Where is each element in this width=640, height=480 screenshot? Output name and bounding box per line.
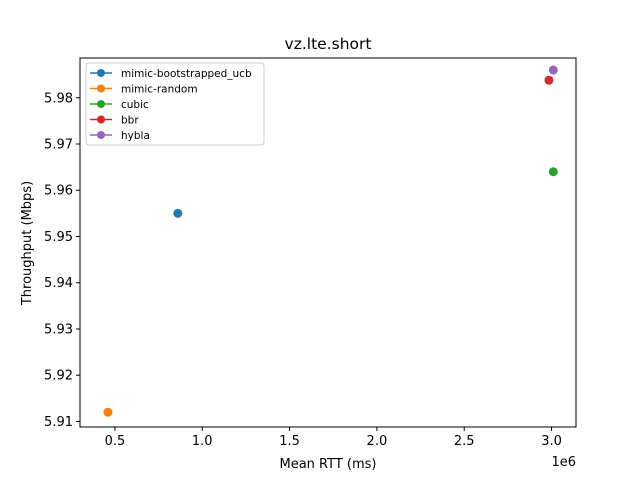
legend-label-bbr: bbr [121,114,139,126]
x-axis-ticks: 0.5 1.0 1.5 2.0 2.5 3.0 [105,427,562,449]
point-hybla [548,65,558,75]
legend-label-hybla: hybla [121,130,150,142]
x-tick-label: 1.0 [192,434,213,449]
x-tick-label: 2.0 [367,434,388,449]
data-points [103,65,558,417]
y-tick-label: 5.95 [44,230,73,245]
y-tick-label: 5.92 [44,369,73,384]
legend: mimic-bootstrapped_ucb mimic-random cubic b… [85,62,265,146]
x-tick-label: 1.5 [279,434,300,449]
legend-label-mimic-bootstrapped_ucb: mimic-bootstrapped_ucb [121,68,252,80]
legend-label-cubic: cubic [121,99,149,111]
y-tick-label: 5.97 [44,138,73,153]
legend-marker-mimic-bootstrapped_ucb [97,69,105,77]
y-tick-label: 5.94 [44,276,73,291]
y-tick-label: 5.91 [44,415,73,430]
legend-box [85,62,265,146]
legend-marker-hybla [97,131,105,139]
y-axis-ticks: 5.91 5.92 5.93 5.94 5.95 5.96 5.97 5.98 [44,91,80,430]
y-axis-label: Throughput (Mbps) [20,181,35,306]
x-tick-label: 3.0 [541,434,562,449]
x-axis-offset-label: 1e6 [551,455,576,470]
x-tick-label: 0.5 [105,434,126,449]
point-cubic [548,167,558,177]
legend-label-mimic-random: mimic-random [121,83,198,95]
plot-area-frame [79,57,577,428]
chart-title: vz.lte.short [285,35,372,53]
x-tick-label: 2.5 [454,434,475,449]
y-tick-label: 5.93 [44,322,73,337]
y-tick-label: 5.98 [44,91,73,106]
legend-marker-cubic [97,100,105,108]
legend-marker-bbr [97,115,105,124]
point-bbr [544,75,554,85]
point-mimic-random [103,407,113,417]
point-mimic-bootstrapped_ucb [173,208,183,218]
x-axis-label: Mean RTT (ms) [279,457,376,472]
y-tick-label: 5.96 [44,184,73,199]
legend-marker-mimic-random [97,84,105,93]
